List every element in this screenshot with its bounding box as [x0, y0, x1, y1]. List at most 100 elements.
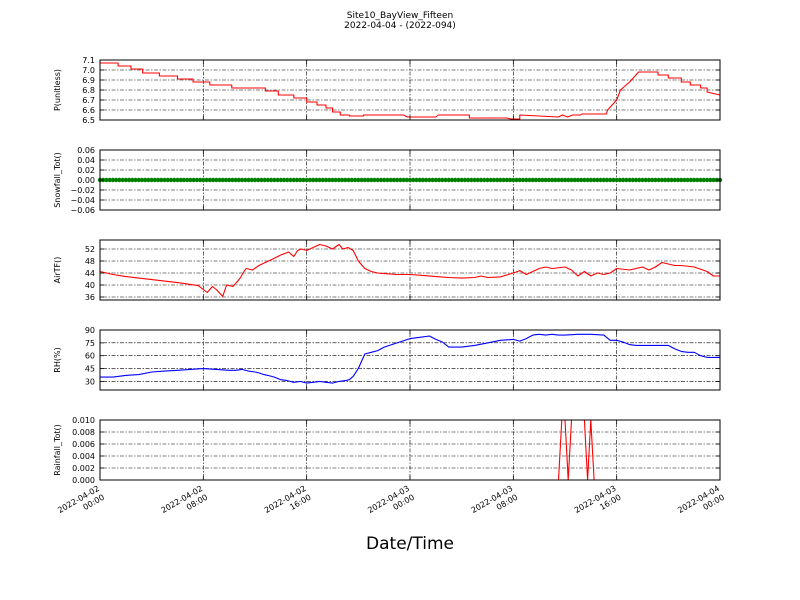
data-point	[407, 177, 413, 183]
chart-subtitle: 2022-04-04 - (2022-094)	[344, 21, 456, 31]
data-point	[675, 177, 681, 183]
y-tick-label: 6.6	[82, 106, 95, 115]
data-point	[549, 177, 555, 183]
data-point	[272, 177, 277, 183]
y-tick-label: −0.02	[70, 186, 95, 195]
data-point	[323, 177, 329, 183]
data-point	[423, 177, 429, 183]
data-point	[659, 177, 665, 183]
data-point	[698, 177, 703, 183]
data-point	[566, 177, 571, 183]
data-point	[327, 177, 332, 183]
data-point	[256, 177, 261, 183]
data-point	[359, 177, 364, 183]
data-point	[578, 177, 584, 183]
data-point	[501, 177, 506, 183]
data-point	[352, 177, 358, 183]
data-point	[133, 177, 138, 183]
data-point	[184, 177, 190, 183]
data-point	[530, 177, 535, 183]
data-point	[507, 177, 513, 183]
y-tick-label: 6.9	[82, 76, 95, 85]
data-point	[404, 177, 409, 183]
data-series-line	[99, 243, 720, 297]
data-point	[246, 177, 251, 183]
y-tick-label: 75	[85, 339, 95, 348]
y-tick-label: 36	[85, 293, 95, 302]
data-point	[498, 177, 503, 183]
data-point	[181, 177, 187, 183]
data-point	[197, 177, 203, 183]
y-tick-label: 45	[85, 365, 95, 374]
data-point	[130, 177, 135, 183]
data-point	[637, 177, 642, 183]
data-point	[691, 177, 697, 183]
y-axis-label: P(unitless)	[53, 69, 62, 111]
y-tick-label: 0.006	[72, 440, 95, 449]
data-point	[143, 177, 148, 183]
chart-title: Site10_BayView_Fifteen	[346, 11, 454, 21]
data-point	[252, 177, 258, 183]
data-point	[356, 177, 361, 183]
y-axis-label: Rainfall_Tot()	[53, 424, 62, 476]
data-point	[666, 177, 671, 183]
data-point	[375, 177, 380, 183]
data-point	[695, 177, 700, 183]
data-point	[333, 177, 338, 183]
data-point	[301, 177, 306, 183]
data-point	[624, 177, 629, 183]
data-point	[275, 177, 280, 183]
data-point	[520, 177, 526, 183]
data-point	[381, 177, 387, 183]
data-point	[201, 177, 206, 183]
data-point	[582, 177, 587, 183]
data-point	[385, 177, 390, 183]
y-axis-label: RH(%)	[53, 347, 62, 372]
data-point	[569, 177, 574, 183]
data-point	[517, 177, 522, 183]
data-point	[268, 177, 274, 183]
data-point	[708, 177, 713, 183]
y-tick-label: 90	[85, 326, 95, 335]
data-point	[685, 177, 690, 183]
data-point	[488, 177, 493, 183]
data-point	[430, 177, 435, 183]
data-point	[633, 177, 639, 183]
data-point	[230, 177, 235, 183]
y-tick-label: 44	[85, 269, 95, 278]
data-point	[298, 177, 303, 183]
data-point	[436, 177, 442, 183]
y-tick-label: 6.7	[82, 96, 95, 105]
data-point	[159, 177, 164, 183]
y-tick-label: 0.04	[77, 156, 95, 165]
data-point	[711, 177, 716, 183]
data-point	[398, 177, 403, 183]
y-tick-label: 60	[85, 352, 95, 361]
data-point	[649, 177, 655, 183]
data-point	[288, 177, 293, 183]
data-point	[472, 177, 477, 183]
y-tick-label: 7.1	[82, 56, 95, 65]
data-point	[369, 177, 374, 183]
data-series-line	[100, 62, 721, 120]
data-point	[239, 177, 245, 183]
data-point	[188, 177, 193, 183]
data-point	[285, 177, 290, 183]
data-point	[679, 177, 684, 183]
data-point	[533, 177, 539, 183]
data-point	[572, 177, 577, 183]
data-point	[469, 177, 474, 183]
data-point	[443, 177, 448, 183]
data-point	[236, 177, 242, 183]
data-point	[362, 177, 367, 183]
data-point	[207, 177, 212, 183]
data-point	[394, 177, 400, 183]
data-point	[540, 177, 545, 183]
y-tick-label: 0.000	[72, 476, 95, 485]
data-point	[223, 177, 229, 183]
data-point	[704, 177, 710, 183]
data-point	[575, 177, 581, 183]
